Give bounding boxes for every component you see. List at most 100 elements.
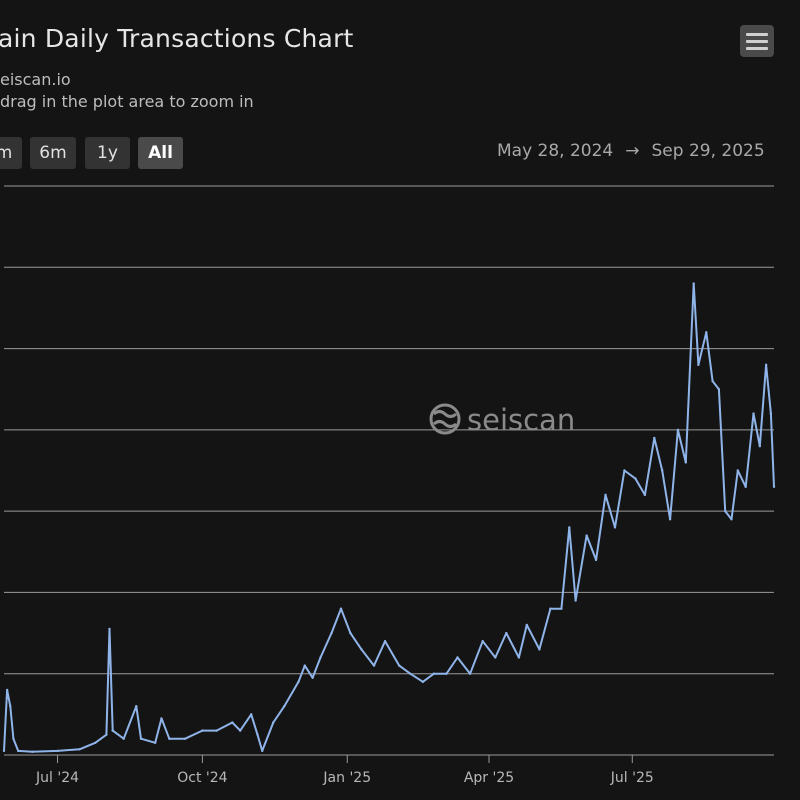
data-point [505,631,508,635]
data-point [122,737,125,740]
data-point [409,672,412,675]
data-point [215,729,218,732]
series-points [2,282,776,753]
data-point [653,436,656,440]
data-point [730,518,733,521]
data-point [468,672,472,675]
data-point [481,640,484,643]
watermark-text: seiscan [467,403,575,437]
chart-subtitle: eiscan.io drag in the plot area to zoom … [0,69,254,113]
data-point [661,469,664,472]
data-point [517,656,521,659]
data-point [604,493,607,497]
data-point [31,750,34,753]
menu-bar [746,39,768,43]
data-point [432,672,436,675]
data-point [525,623,528,627]
range-button-1y[interactable]: 1y [85,137,130,169]
data-point [272,721,275,724]
data-point [201,729,204,732]
data-point [676,428,680,432]
data-point [398,664,401,667]
data-point [445,672,448,675]
x-tick-label: Jul '24 [35,770,79,786]
data-point [456,656,459,659]
range-button-all[interactable]: All [138,137,183,169]
data-point [319,656,322,659]
data-point [772,485,776,488]
data-point [108,627,111,631]
data-point [2,749,6,753]
data-point [311,676,314,679]
data-point [339,607,343,610]
data-point [56,749,59,753]
data-point [723,509,727,513]
data-point [538,648,541,651]
data-point [568,526,571,529]
x-tick-label: Jan '25 [322,770,371,786]
data-point [634,477,637,480]
data-point [105,733,108,736]
data-point [330,631,333,635]
range-arrow-icon: → [625,141,640,161]
data-point [594,558,598,562]
menu-bar [746,32,768,36]
date-from[interactable]: May 28, 2024 [497,141,614,161]
data-point [692,282,695,285]
range-button-6m[interactable]: 6m [30,137,76,169]
data-point [139,737,143,740]
data-point [711,379,714,383]
data-point [250,713,253,716]
data-point [168,737,171,740]
data-point [297,680,300,684]
data-point [16,749,20,753]
data-point [238,729,242,732]
data-point [303,664,306,667]
chart-title: ain Daily Transactions Chart [0,24,354,53]
data-point [183,737,187,740]
x-axis-ticks: Jul '24 Oct '24 Jan '25 Apr '25 Jul '25 [35,755,654,786]
data-point [560,607,563,610]
data-point [668,518,672,521]
range-button-1m[interactable]: m [0,137,22,169]
hamburger-menu-icon[interactable] [740,25,774,57]
data-point [494,656,497,659]
seiscan-logo-icon [429,403,461,435]
data-point [585,534,588,537]
data-point [736,469,739,472]
data-point [360,648,363,651]
data-point [758,444,762,448]
data-point [111,729,114,732]
date-to[interactable]: Sep 29, 2025 [651,141,765,161]
data-point [256,733,259,736]
data-point [623,469,626,472]
data-point [684,461,688,464]
data-point [613,526,617,529]
data-point [769,412,773,415]
data-point [705,331,708,334]
y-gridlines [4,185,774,756]
watermark: seiscan [429,403,575,437]
x-tick-label: Apr '25 [464,770,514,786]
data-point [764,363,768,367]
data-point [135,705,138,708]
data-point [549,607,552,610]
data-point [9,705,12,708]
data-point [94,741,97,745]
source-text: eiscan.io [0,70,71,89]
series-line [3,282,775,753]
data-point [717,388,721,391]
data-point [372,664,376,667]
data-point [383,640,387,643]
data-point [5,688,9,692]
data-point [78,748,81,751]
data-point [744,485,747,488]
date-range-display: May 28, 2024 → Sep 29, 2025 [497,141,765,161]
data-point [153,741,157,745]
zoom-hint-text: drag in the plot area to zoom in [0,92,254,111]
x-tick-label: Oct '24 [177,770,227,786]
data-point [349,631,352,635]
data-point [697,363,700,367]
data-point [231,721,234,724]
